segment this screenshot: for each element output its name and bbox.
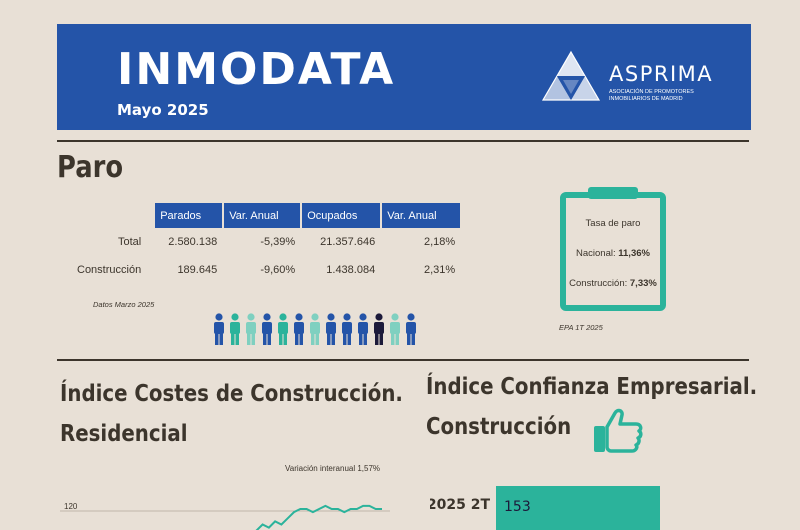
asprima-logo: ASPRIMA ASOCIACIÓN DE PROMOTORES INMOBIL… xyxy=(541,50,741,104)
bar-category-label: 2025 2T xyxy=(430,497,490,513)
corner-cell xyxy=(72,203,153,228)
col-header: Ocupados xyxy=(302,203,381,228)
tasa-construccion: Construcción: 7,33% xyxy=(566,278,660,289)
report-title: INMODATA xyxy=(117,44,396,95)
icc-line-chart: 120 xyxy=(60,502,390,530)
row-label: Construcción xyxy=(77,264,142,276)
people-pictogram xyxy=(212,313,422,345)
table-row: Construcción 189.645 -9,60% 1.438.084 2,… xyxy=(72,256,460,284)
icc-title-line2: Residencial xyxy=(60,421,188,447)
table-cell: 2.580.138 xyxy=(168,236,218,248)
ice-title: Índice Confianza Empresarial. Construcci… xyxy=(426,367,757,447)
paro-table-header: Parados Var. Anual Ocupados Var. Anual xyxy=(72,203,461,228)
ice-title-line2: Construcción xyxy=(426,414,572,440)
ice-title-line1: Índice Confianza Empresarial. xyxy=(426,374,758,400)
paro-title: Paro xyxy=(57,150,124,185)
person-icon xyxy=(324,313,338,345)
tasa-nacional: Nacional: 11,36% xyxy=(566,248,660,259)
paro-table: Parados Var. Anual Ocupados Var. Anual T… xyxy=(70,203,462,284)
logo-brand-text: ASPRIMA xyxy=(609,62,714,86)
tasa-nacional-label: Nacional: xyxy=(576,248,616,259)
person-icon xyxy=(308,313,322,345)
icc-series-line xyxy=(255,504,382,530)
tasa-title: Tasa de paro xyxy=(585,218,641,229)
ice-bar xyxy=(496,486,660,530)
table-cell: 1.438.084 xyxy=(326,264,376,276)
col-header: Var. Anual xyxy=(382,203,461,228)
bar-value-label: 153 xyxy=(504,499,531,515)
person-icon xyxy=(276,313,290,345)
tasa-construccion-value: 7,33% xyxy=(629,278,657,289)
icc-title-line1: Índice Costes de Construcción. xyxy=(60,381,403,407)
person-icon xyxy=(404,313,418,345)
logo-tagline: ASOCIACIÓN DE PROMOTORES INMOBILIARIOS D… xyxy=(609,89,694,102)
tasa-nacional-value: 11,36% xyxy=(618,248,650,259)
table-cell: 2,18% xyxy=(424,236,456,248)
report-date: Mayo 2025 xyxy=(117,101,209,119)
person-icon xyxy=(340,313,354,345)
table-cell: 2,31% xyxy=(424,264,456,276)
person-icon xyxy=(260,313,274,345)
row-label: Total xyxy=(117,236,142,248)
person-icon xyxy=(292,313,306,345)
asprima-logo-icon xyxy=(541,50,601,101)
thumbs-up-icon xyxy=(594,408,643,453)
paro-data-note: Datos Marzo 2025 xyxy=(93,300,155,309)
person-icon xyxy=(372,313,386,345)
table-row: Total 2.580.138 -5,39% 21.357.646 2,18% xyxy=(72,228,460,256)
icc-annotation: Variación interanual 1,57% xyxy=(285,464,381,473)
table-cell: 189.645 xyxy=(177,264,218,276)
person-icon xyxy=(212,313,226,345)
y-tick-label: 120 xyxy=(64,502,78,511)
header-banner: INMODATA Mayo 2025 ASPRIMA ASOCIACIÓN DE… xyxy=(57,24,751,130)
divider xyxy=(57,140,749,142)
tasa-construccion-label: Construcción: xyxy=(569,278,628,289)
icc-title: Índice Costes de Construcción. Residenci… xyxy=(60,374,403,454)
clipboard-clip xyxy=(588,187,638,199)
table-cell: 21.357.646 xyxy=(320,236,376,248)
person-icon xyxy=(228,313,242,345)
ice-bar-chart: 2025 2T 153 xyxy=(430,486,660,530)
table-cell: -5,39% xyxy=(260,236,296,248)
clipboard-icon: Tasa de paro Nacional: 11,36% Construcci… xyxy=(560,192,666,311)
table-cell: -9,60% xyxy=(260,264,296,276)
tasa-source-note: EPA 1T 2025 xyxy=(559,323,603,332)
divider xyxy=(57,359,749,361)
person-icon xyxy=(388,313,402,345)
person-icon xyxy=(356,313,370,345)
col-header: Var. Anual xyxy=(224,203,301,228)
person-icon xyxy=(244,313,258,345)
col-header: Parados xyxy=(155,203,223,228)
